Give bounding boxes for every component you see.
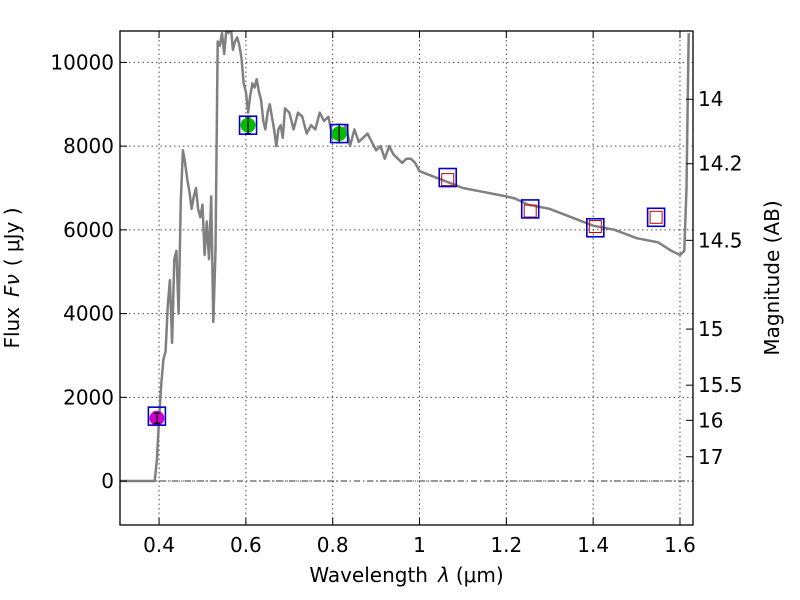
synthetic-box [646, 207, 666, 228]
plot-frame [119, 30, 694, 526]
synthetic-box [329, 123, 349, 144]
axis-ticks: 0.4 0.6 0.8 1 1.2 1.4 1.6 0 2000 4000 6000 8000 1000… [50, 31, 743, 557]
y-tick-label: 0 [101, 469, 114, 493]
y2-tick-label: 14.5 [698, 228, 743, 252]
y-tick-label: 2000 [63, 385, 114, 409]
y-tick-label: 4000 [63, 302, 114, 326]
y2-tick-label: 15.5 [698, 373, 743, 397]
model-square [588, 220, 602, 234]
x-tick-label: 0.4 [143, 533, 175, 557]
y-tick-label: 6000 [63, 218, 114, 242]
y2-tick-label: 14.2 [698, 152, 743, 176]
synthetic-box [438, 167, 458, 188]
x-tick-label: 0.6 [230, 533, 262, 557]
x-tick-label: 1.2 [490, 533, 522, 557]
x-tick-label: 1.6 [664, 533, 696, 557]
model-square [441, 173, 455, 187]
synthetic-box [520, 199, 540, 219]
synthetic-box [147, 406, 167, 426]
x-axis-label: Wavelength λ (μm) [309, 563, 503, 587]
model-square [523, 204, 537, 218]
x-tick-label: 1 [413, 533, 426, 557]
y2-axis-label: Magnitude (AB) [760, 200, 784, 355]
y2-tick-label: 17 [698, 445, 723, 469]
x-tick-label: 0.8 [317, 533, 349, 557]
y-axis-label: FluxFν( μJy ) [0, 207, 24, 348]
spectrum [120, 31, 690, 483]
y2-tick-label: 15 [698, 317, 723, 341]
y-tick-label: 8000 [63, 134, 114, 158]
y2-tick-label: 14 [698, 87, 723, 111]
x-tick-label: 1.4 [577, 533, 609, 557]
photometry-points [147, 115, 666, 426]
synthetic-box [586, 217, 605, 238]
y-tick-label: 10000 [50, 50, 114, 74]
model-square [649, 210, 663, 224]
spectrum-line [120, 31, 690, 483]
synthetic-box [238, 115, 258, 135]
grid [120, 31, 693, 525]
y2-tick-label: 16 [698, 408, 723, 432]
